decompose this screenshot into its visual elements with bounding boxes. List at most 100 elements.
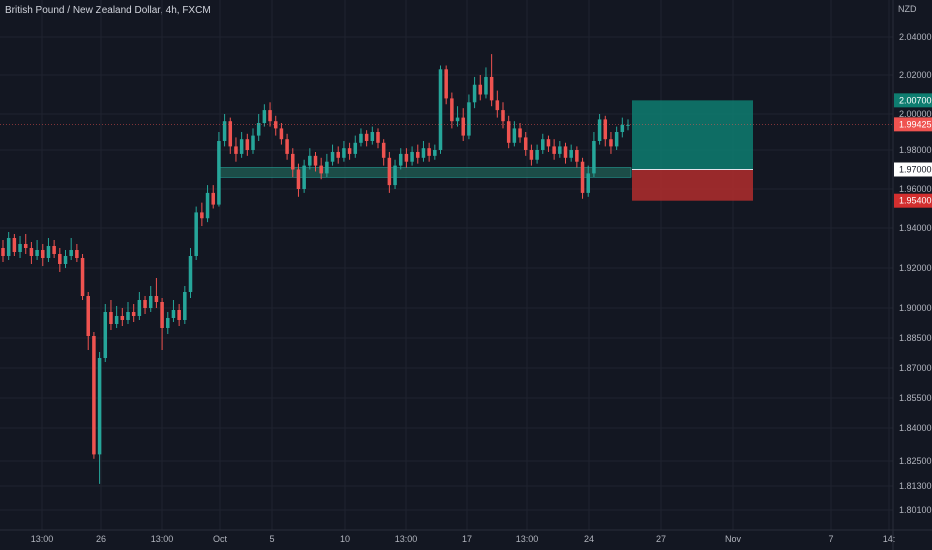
candle-body	[126, 312, 130, 320]
y-tick-label: 1.88500	[899, 333, 932, 343]
candle-body	[137, 300, 142, 316]
candle-body	[467, 102, 471, 136]
candle-body	[603, 119, 608, 140]
candle-body	[597, 119, 602, 141]
chart-title: British Pound / New Zealand Dollar, 4h, …	[5, 5, 211, 16]
candle-body	[398, 153, 403, 166]
candle-body	[188, 256, 193, 292]
y-tick-label: 1.80100	[899, 505, 932, 515]
candle-body	[347, 148, 352, 154]
candle-body	[472, 84, 477, 103]
candle-body	[86, 296, 90, 336]
candle-body	[575, 150, 579, 162]
candle-body	[63, 256, 68, 264]
candle-body	[529, 150, 534, 160]
candle-body	[484, 76, 488, 95]
candle-body	[228, 121, 233, 147]
candle-body	[586, 173, 590, 193]
candle-body	[29, 248, 34, 256]
candle-body	[302, 165, 306, 189]
candle-body	[52, 246, 56, 254]
candle-body	[12, 238, 17, 252]
candle-body	[387, 157, 392, 186]
candle-body	[183, 292, 187, 320]
y-tick-label: 1.90000	[899, 303, 932, 313]
y-tick-label: 1.96000	[899, 184, 932, 194]
x-tick-label: 13:00	[151, 534, 174, 544]
candle-body	[103, 312, 108, 358]
candle-body	[69, 250, 73, 256]
price-tag-entry	[894, 162, 932, 177]
candle-body	[75, 250, 79, 258]
candle-body	[296, 169, 301, 189]
candle-body	[433, 150, 437, 156]
x-tick-label: Oct	[213, 534, 228, 544]
x-tick-label: 24	[584, 534, 594, 544]
candle-body	[552, 146, 556, 154]
x-tick-label: 17	[462, 534, 472, 544]
y-tick-label: 1.94000	[899, 223, 932, 233]
candle-body	[501, 110, 505, 122]
price-tag-label: 1.99425	[899, 119, 932, 129]
candle-body	[18, 244, 22, 252]
candle-body	[120, 316, 125, 320]
candle-body	[131, 312, 136, 316]
candle-body	[455, 117, 460, 122]
candle-body	[506, 121, 511, 143]
candle-body	[177, 310, 181, 320]
x-tick-label: 13:00	[516, 534, 539, 544]
y-tick-label: 2.02000	[899, 70, 932, 80]
candle-body	[239, 139, 244, 154]
candle-body	[478, 84, 483, 95]
candle-body	[541, 139, 545, 150]
candle-body	[404, 153, 409, 162]
candle-body	[154, 296, 159, 302]
candle-body	[200, 212, 204, 219]
x-tick-label: 5	[269, 534, 274, 544]
candle-body	[256, 123, 261, 136]
candle-body	[336, 151, 340, 158]
candle-body	[205, 192, 210, 219]
profit-zone	[632, 100, 753, 170]
candle-body	[569, 150, 573, 158]
candle-body	[376, 132, 380, 143]
candle-body	[80, 258, 85, 296]
candle-body	[342, 148, 346, 158]
y-tick-label: 1.92000	[899, 263, 932, 273]
price-tag-stop-loss	[894, 193, 932, 208]
candle-body	[171, 310, 176, 318]
candle-body	[438, 69, 443, 150]
y-tick-label: 1.85500	[899, 393, 932, 403]
candle-body	[211, 192, 215, 205]
candle-body	[381, 142, 386, 158]
candle-body	[166, 318, 170, 328]
candle-body	[512, 128, 517, 143]
price-tag-last-price	[894, 117, 932, 132]
candle-body	[313, 155, 318, 166]
candle-body	[222, 121, 227, 141]
candle-body	[393, 165, 397, 186]
candle-body	[279, 128, 284, 140]
x-tick-label: 13:00	[395, 534, 418, 544]
candle-body	[370, 132, 375, 141]
currency-label: NZD	[898, 4, 917, 14]
candle-body	[58, 254, 62, 264]
x-tick-label: 27	[656, 534, 666, 544]
candle-body	[410, 151, 414, 162]
candle-body	[41, 250, 45, 258]
candle-body	[330, 151, 335, 162]
candle-body	[319, 165, 323, 174]
candle-body	[194, 212, 198, 256]
candle-body	[523, 137, 528, 150]
candle-body	[217, 141, 221, 205]
candle-body	[6, 238, 11, 256]
y-tick-label: 2.04000	[899, 32, 932, 42]
price-tag-label: 2.00700	[899, 95, 932, 105]
candle-body	[427, 148, 431, 156]
candle-body	[109, 312, 113, 324]
x-tick-label: 13:00	[31, 534, 54, 544]
candle-body	[626, 124, 630, 126]
candle-body	[291, 153, 295, 170]
y-tick-label: 1.82500	[899, 456, 932, 466]
